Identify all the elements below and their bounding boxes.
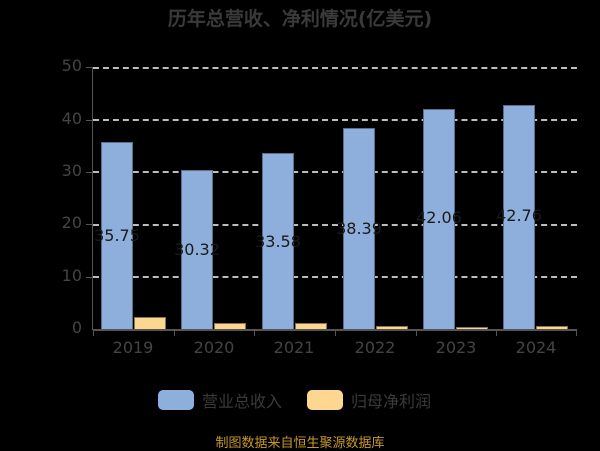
data-label-revenue-2024: 42.76	[496, 206, 542, 225]
bar-revenue-2019	[101, 142, 133, 330]
x-tick-2023: 2023	[435, 338, 477, 357]
gridline-10	[93, 276, 577, 278]
y-tick-mark	[86, 277, 92, 278]
bar-revenue-2024	[503, 105, 535, 330]
legend-item-netprofit[interactable]: 归母净利润	[307, 388, 431, 412]
chart-title: 历年总营收、净利情况(亿美元)	[167, 8, 433, 30]
bar-revenue-2020	[181, 170, 213, 330]
legend-swatch-netprofit	[307, 390, 343, 410]
data-label-revenue-2022: 38.39	[336, 219, 382, 238]
legend-item-revenue[interactable]: 营业总收入	[158, 388, 282, 412]
x-tick-mark	[416, 330, 417, 336]
x-tick-mark	[254, 330, 255, 336]
legend-label-netprofit: 归母净利润	[351, 392, 432, 411]
gridline-30	[93, 171, 577, 173]
legend-swatch-revenue	[158, 390, 194, 410]
data-label-revenue-2023: 42.06	[416, 208, 462, 227]
y-tick-20: 20	[61, 213, 82, 232]
y-tick-40: 40	[61, 109, 82, 128]
x-tick-mark	[335, 330, 336, 336]
bar-revenue-2023	[423, 109, 455, 330]
y-tick-mark	[86, 67, 92, 68]
x-tick-2024: 2024	[515, 338, 557, 357]
y-tick-50: 50	[61, 56, 82, 75]
data-label-revenue-2019: 35.75	[94, 226, 140, 245]
legend: 营业总收入 归母净利润	[0, 388, 600, 412]
y-tick-mark	[86, 120, 92, 121]
gridline-20	[93, 224, 577, 226]
x-tick-2021: 2021	[273, 338, 315, 357]
y-tick-10: 10	[61, 266, 82, 285]
data-label-revenue-2021: 33.58	[255, 232, 301, 251]
bar-revenue-2022	[343, 128, 375, 330]
gridline-50	[93, 67, 577, 69]
gridline-40	[93, 119, 577, 121]
y-tick-0: 0	[71, 318, 82, 337]
x-tick-mark	[576, 330, 577, 336]
legend-label-revenue: 营业总收入	[202, 392, 283, 411]
x-tick-2019: 2019	[112, 338, 154, 357]
x-tick-mark	[93, 330, 94, 336]
x-tick-mark	[496, 330, 497, 336]
y-tick-mark	[86, 224, 92, 225]
y-tick-mark	[86, 172, 92, 173]
source-footer: 制图数据来自恒生聚源数据库	[215, 436, 385, 451]
x-tick-mark	[174, 330, 175, 336]
x-tick-2020: 2020	[193, 338, 235, 357]
y-tick-30: 30	[61, 161, 82, 180]
x-tick-2022: 2022	[354, 338, 396, 357]
data-label-revenue-2020: 30.32	[174, 240, 220, 259]
y-axis-line	[92, 67, 93, 330]
